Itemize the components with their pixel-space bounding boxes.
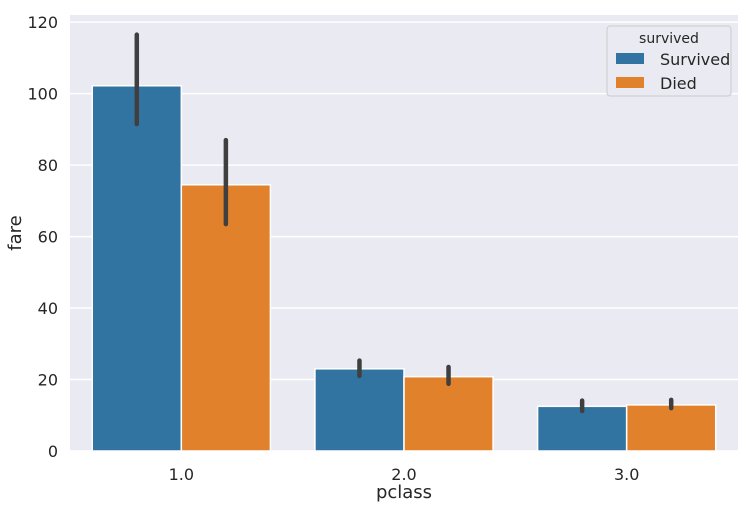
- y-tick-label: 60: [38, 228, 58, 247]
- y-tick-label: 0: [48, 442, 58, 461]
- bar-died-2.0: [403, 375, 494, 452]
- legend-label-died: Died: [660, 74, 697, 93]
- bar-survived-2.0: [314, 368, 405, 452]
- x-tick-label: 2.0: [391, 465, 416, 484]
- y-tick-label: 120: [27, 13, 58, 32]
- legend-swatch-survived: [616, 53, 644, 64]
- legend-swatch-died: [616, 77, 644, 88]
- y-tick-label: 40: [38, 299, 58, 318]
- y-tick-label: 20: [38, 371, 58, 390]
- legend-title: survived: [639, 31, 699, 47]
- error-bars: [134, 32, 674, 414]
- y-tick-labels: 0 20 40 60 80 100 120: [27, 13, 58, 461]
- y-tick-label: 80: [38, 156, 58, 175]
- bar-died-3.0: [625, 404, 717, 452]
- x-tick-label: 1.0: [169, 465, 194, 484]
- legend-label-survived: Survived: [660, 50, 730, 69]
- y-tick-label: 100: [27, 85, 58, 104]
- y-axis-label: fare: [5, 215, 26, 250]
- x-tick-label: 3.0: [614, 465, 639, 484]
- bar-died-1.0: [180, 184, 272, 452]
- legend: survived Survived Died: [606, 25, 732, 97]
- x-tick-labels: 1.0 2.0 3.0: [169, 465, 640, 484]
- x-axis-label: pclass: [376, 482, 432, 503]
- bar-survived-1.0: [91, 85, 183, 452]
- bars: [91, 85, 717, 452]
- bar-survived-3.0: [536, 405, 628, 452]
